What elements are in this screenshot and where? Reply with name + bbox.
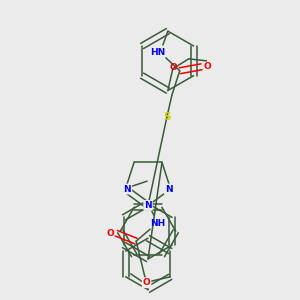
- Text: N: N: [144, 201, 152, 210]
- Text: HN: HN: [150, 48, 166, 57]
- Text: O: O: [170, 63, 178, 72]
- Text: N: N: [124, 184, 131, 194]
- Text: O: O: [143, 278, 150, 287]
- Text: N: N: [165, 184, 172, 194]
- Text: O: O: [204, 62, 211, 71]
- Text: S: S: [163, 112, 171, 122]
- Text: O: O: [106, 229, 114, 238]
- Text: NH: NH: [150, 219, 166, 228]
